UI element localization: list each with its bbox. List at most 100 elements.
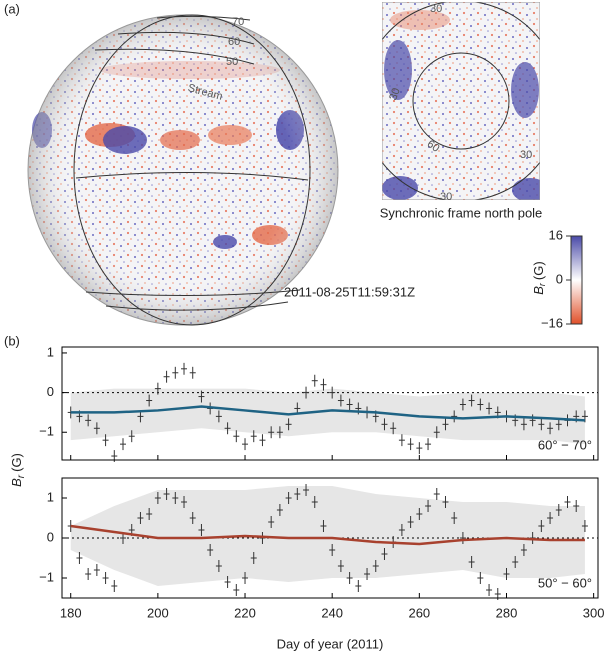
confidence-band — [70, 388, 585, 445]
error-point — [581, 520, 588, 532]
error-point — [250, 552, 257, 564]
error-point — [311, 374, 318, 387]
x-tick-label: 260 — [408, 605, 430, 620]
error-point — [154, 492, 161, 504]
error-point — [407, 516, 414, 528]
panel-annotation: 60° − 70° — [538, 437, 592, 452]
colorbar — [570, 235, 583, 325]
error-point — [320, 520, 327, 532]
error-point — [364, 568, 371, 580]
error-point — [154, 382, 161, 395]
y-tick-label: −1 — [39, 424, 54, 439]
error-point — [294, 488, 301, 500]
y-tick-label: −1 — [39, 569, 54, 584]
y-label-symbol: B — [9, 478, 24, 487]
error-point — [285, 492, 292, 504]
error-point — [163, 370, 170, 383]
error-point — [146, 508, 153, 520]
error-point — [346, 572, 353, 584]
error-point — [520, 544, 527, 556]
error-point — [189, 512, 196, 524]
y-label-subscript: r — [16, 474, 27, 478]
pole-caption: Synchronic frame north pole — [380, 205, 543, 220]
error-point — [555, 504, 562, 516]
sun-sphere — [27, 14, 339, 326]
error-point — [268, 516, 275, 528]
error-point — [398, 524, 405, 536]
error-point — [233, 430, 240, 443]
error-point — [85, 414, 92, 427]
error-point — [303, 386, 310, 399]
colorbar-tick-label: −16 — [541, 315, 563, 330]
x-tick-label: 240 — [321, 605, 343, 620]
error-point — [564, 496, 571, 508]
error-point — [555, 418, 562, 431]
error-point — [250, 430, 257, 443]
panel-label: (b) — [4, 333, 20, 348]
x-tick-label: 180 — [60, 605, 82, 620]
error-point — [111, 580, 118, 592]
y-tick-label: 0 — [47, 529, 54, 544]
error-point — [233, 584, 240, 596]
error-point — [451, 512, 458, 524]
colorbar-tick-label: 16 — [549, 227, 563, 242]
error-point — [512, 556, 519, 568]
pole-map — [382, 2, 540, 200]
error-point — [442, 418, 449, 431]
latitude-label: 50 — [226, 56, 238, 68]
x-tick-label: 300 — [583, 605, 605, 620]
pole-label: 30 — [520, 149, 532, 161]
error-point — [398, 434, 405, 447]
colorbar-subscript: r — [537, 282, 547, 286]
error-point — [276, 504, 283, 516]
error-point — [337, 560, 344, 572]
error-point — [355, 580, 362, 592]
error-point — [433, 426, 440, 439]
colorbar-tick-label: 0 — [556, 271, 563, 286]
error-point — [215, 410, 222, 423]
pole-label: 30 — [440, 191, 452, 203]
error-point — [163, 488, 170, 500]
panel-label: (a) — [4, 1, 20, 16]
error-point — [390, 422, 397, 435]
error-point — [459, 398, 466, 411]
latitude-label: 70 — [232, 16, 244, 28]
error-point — [407, 438, 414, 451]
error-point — [372, 560, 379, 572]
error-point — [346, 398, 353, 411]
error-point — [93, 422, 100, 435]
colorbar-unit: (G) — [531, 261, 546, 280]
error-point — [172, 366, 179, 379]
y-tick-label: 1 — [47, 489, 54, 504]
error-point — [486, 584, 493, 596]
error-point — [128, 430, 135, 443]
error-point — [207, 544, 214, 556]
error-point — [425, 438, 432, 451]
error-point — [477, 398, 484, 411]
error-point — [268, 426, 275, 439]
y-axis-label: Br (G) — [9, 453, 26, 487]
error-point — [547, 422, 554, 435]
error-point — [224, 422, 231, 435]
y-tick-label: 1 — [47, 344, 54, 359]
error-point — [198, 524, 205, 536]
error-point — [329, 544, 336, 556]
x-tick-label: 220 — [234, 605, 256, 620]
panel-annotation: 50° − 60° — [538, 575, 592, 590]
error-point — [381, 418, 388, 431]
error-point — [146, 394, 153, 407]
error-point — [85, 568, 92, 580]
error-point — [285, 418, 292, 431]
error-point — [172, 492, 179, 504]
error-point — [311, 496, 318, 508]
error-point — [102, 434, 109, 447]
error-point — [451, 410, 458, 423]
pole-label: 30 — [387, 86, 402, 102]
error-point — [486, 402, 493, 415]
error-point — [538, 418, 545, 431]
error-point — [224, 576, 231, 588]
error-point — [303, 484, 310, 496]
error-point — [416, 508, 423, 520]
error-point — [468, 394, 475, 407]
